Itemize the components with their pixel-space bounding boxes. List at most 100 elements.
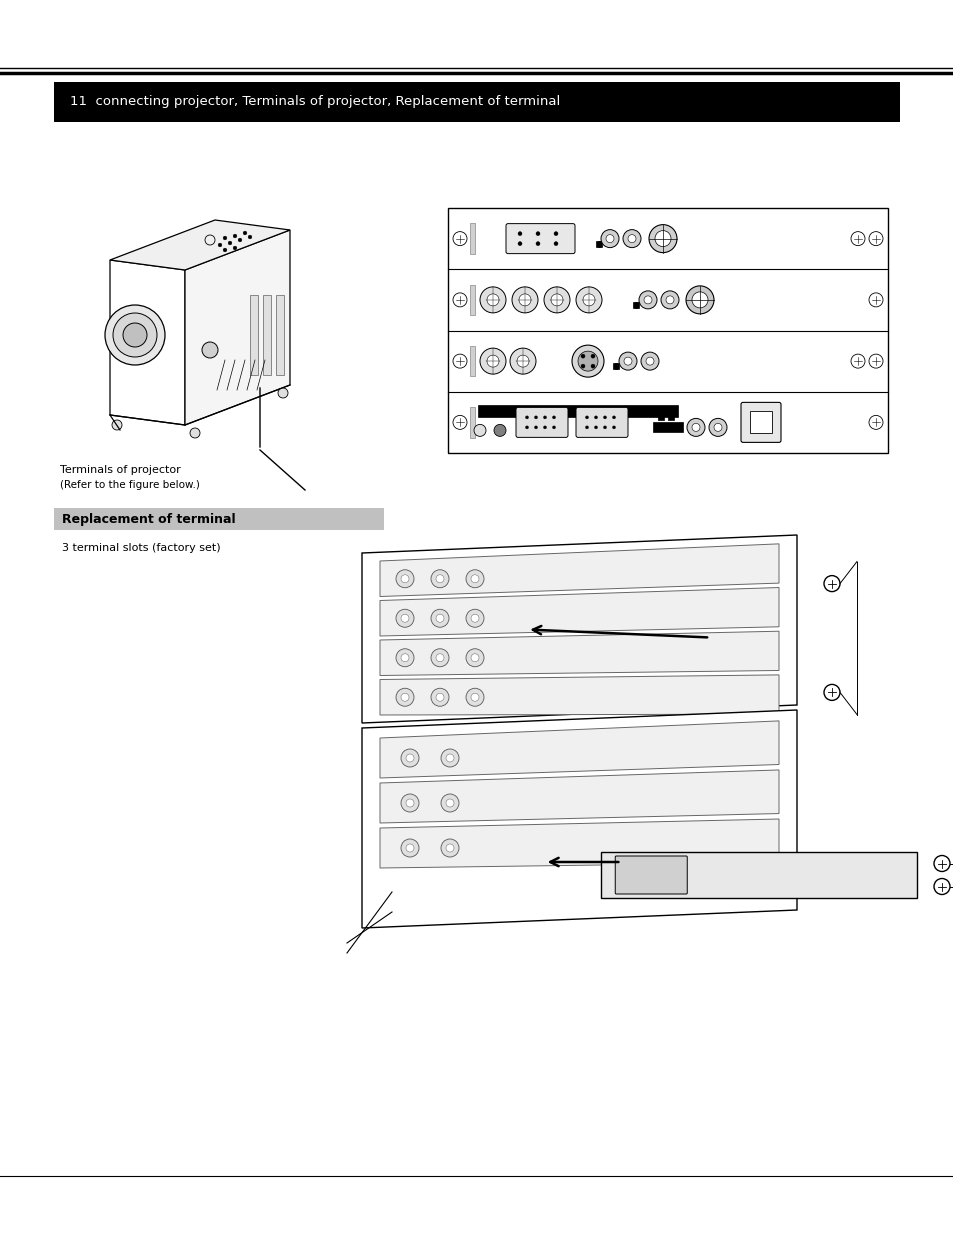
Circle shape (612, 416, 615, 419)
Circle shape (582, 294, 595, 306)
Circle shape (446, 799, 454, 806)
Polygon shape (361, 535, 796, 722)
Circle shape (486, 356, 498, 367)
Circle shape (474, 425, 485, 436)
Circle shape (518, 294, 531, 306)
Circle shape (436, 614, 443, 622)
FancyBboxPatch shape (54, 508, 384, 530)
Circle shape (517, 232, 521, 236)
Circle shape (554, 232, 558, 236)
Circle shape (543, 426, 546, 429)
FancyBboxPatch shape (652, 422, 682, 432)
FancyBboxPatch shape (275, 295, 284, 375)
FancyBboxPatch shape (54, 82, 899, 122)
Text: Replacement of terminal: Replacement of terminal (62, 513, 235, 526)
Circle shape (465, 569, 483, 588)
Circle shape (400, 794, 418, 811)
FancyBboxPatch shape (477, 405, 678, 417)
Circle shape (534, 416, 537, 419)
Circle shape (576, 287, 601, 312)
Circle shape (512, 287, 537, 312)
Circle shape (551, 294, 562, 306)
Circle shape (612, 426, 615, 429)
Circle shape (248, 235, 252, 238)
Circle shape (708, 419, 726, 436)
Circle shape (594, 416, 597, 419)
FancyBboxPatch shape (470, 284, 475, 315)
Circle shape (713, 424, 721, 431)
Text: 3 terminal slots (factory set): 3 terminal slots (factory set) (62, 543, 220, 553)
Polygon shape (361, 710, 796, 927)
Circle shape (400, 693, 409, 701)
Circle shape (400, 748, 418, 767)
Circle shape (440, 794, 458, 811)
Circle shape (627, 235, 636, 242)
Circle shape (517, 242, 521, 246)
Circle shape (190, 429, 200, 438)
Text: Terminals of projector: Terminals of projector (60, 466, 180, 475)
Polygon shape (379, 721, 779, 778)
Circle shape (479, 287, 505, 312)
Circle shape (536, 232, 539, 236)
Circle shape (590, 354, 595, 358)
Circle shape (202, 342, 218, 358)
Circle shape (436, 653, 443, 662)
Circle shape (552, 416, 555, 419)
FancyBboxPatch shape (250, 295, 257, 375)
Circle shape (640, 352, 659, 370)
Circle shape (471, 574, 478, 583)
Text: (Refer to the figure below.): (Refer to the figure below.) (60, 480, 200, 490)
Circle shape (440, 748, 458, 767)
FancyBboxPatch shape (635, 301, 639, 308)
Polygon shape (379, 543, 779, 597)
FancyBboxPatch shape (448, 207, 887, 453)
Circle shape (686, 419, 704, 436)
FancyBboxPatch shape (470, 346, 475, 377)
FancyBboxPatch shape (658, 412, 663, 420)
FancyBboxPatch shape (505, 224, 575, 253)
Circle shape (823, 684, 840, 700)
Polygon shape (110, 261, 185, 425)
Polygon shape (379, 674, 779, 715)
Circle shape (643, 296, 651, 304)
Circle shape (436, 574, 443, 583)
Circle shape (446, 844, 454, 852)
Circle shape (823, 576, 840, 592)
FancyBboxPatch shape (576, 408, 627, 437)
Circle shape (436, 693, 443, 701)
Circle shape (543, 416, 546, 419)
FancyBboxPatch shape (470, 224, 475, 254)
Circle shape (400, 839, 418, 857)
Circle shape (406, 844, 414, 852)
FancyBboxPatch shape (749, 411, 771, 433)
Circle shape (623, 357, 631, 366)
Circle shape (479, 348, 505, 374)
Circle shape (431, 648, 449, 667)
Circle shape (112, 420, 122, 430)
FancyBboxPatch shape (615, 363, 618, 369)
Polygon shape (110, 220, 290, 270)
Circle shape (590, 364, 595, 368)
Circle shape (395, 648, 414, 667)
Circle shape (395, 688, 414, 706)
Circle shape (431, 688, 449, 706)
Circle shape (618, 352, 637, 370)
Circle shape (525, 426, 528, 429)
Circle shape (406, 799, 414, 806)
Circle shape (933, 856, 949, 872)
Circle shape (471, 693, 478, 701)
Polygon shape (600, 852, 916, 898)
Circle shape (603, 426, 606, 429)
Circle shape (223, 236, 227, 240)
Circle shape (123, 324, 147, 347)
Circle shape (605, 235, 614, 242)
Circle shape (431, 569, 449, 588)
Polygon shape (379, 631, 779, 676)
Circle shape (622, 230, 640, 248)
Circle shape (400, 614, 409, 622)
Circle shape (603, 416, 606, 419)
Circle shape (446, 755, 454, 762)
Circle shape (933, 878, 949, 894)
Circle shape (395, 569, 414, 588)
FancyBboxPatch shape (263, 295, 271, 375)
